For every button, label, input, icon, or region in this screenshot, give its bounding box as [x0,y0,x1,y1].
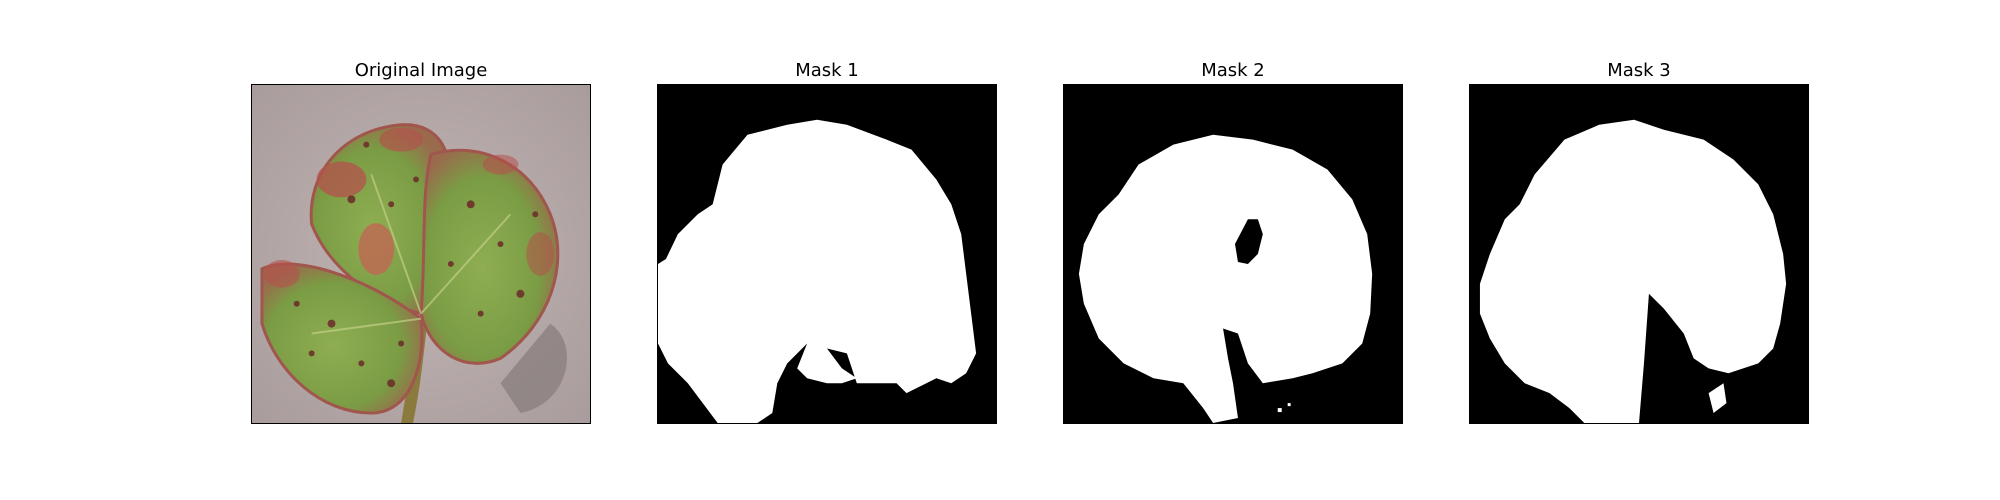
panel-mask-2: Mask 2 [1063,58,1403,424]
mask-1-image [657,84,997,424]
panel-title: Mask 1 [795,60,859,81]
panel-title: Original Image [354,60,488,81]
original-leaf-photo [251,84,591,424]
panel-title: Mask 3 [1607,60,1671,81]
mask-2-shape [1064,85,1402,423]
mask-3-image [1469,84,1809,424]
panel-mask-3: Mask 3 [1469,58,1809,424]
mask-1-shape [658,85,996,423]
leaf-photo-drawing [252,85,590,423]
panel-title: Mask 2 [1201,60,1265,81]
panel-original-image: Original Image [251,58,591,424]
mask-3-shape [1470,85,1808,423]
panel-mask-1: Mask 1 [657,58,997,424]
mask-2-image [1063,84,1403,424]
